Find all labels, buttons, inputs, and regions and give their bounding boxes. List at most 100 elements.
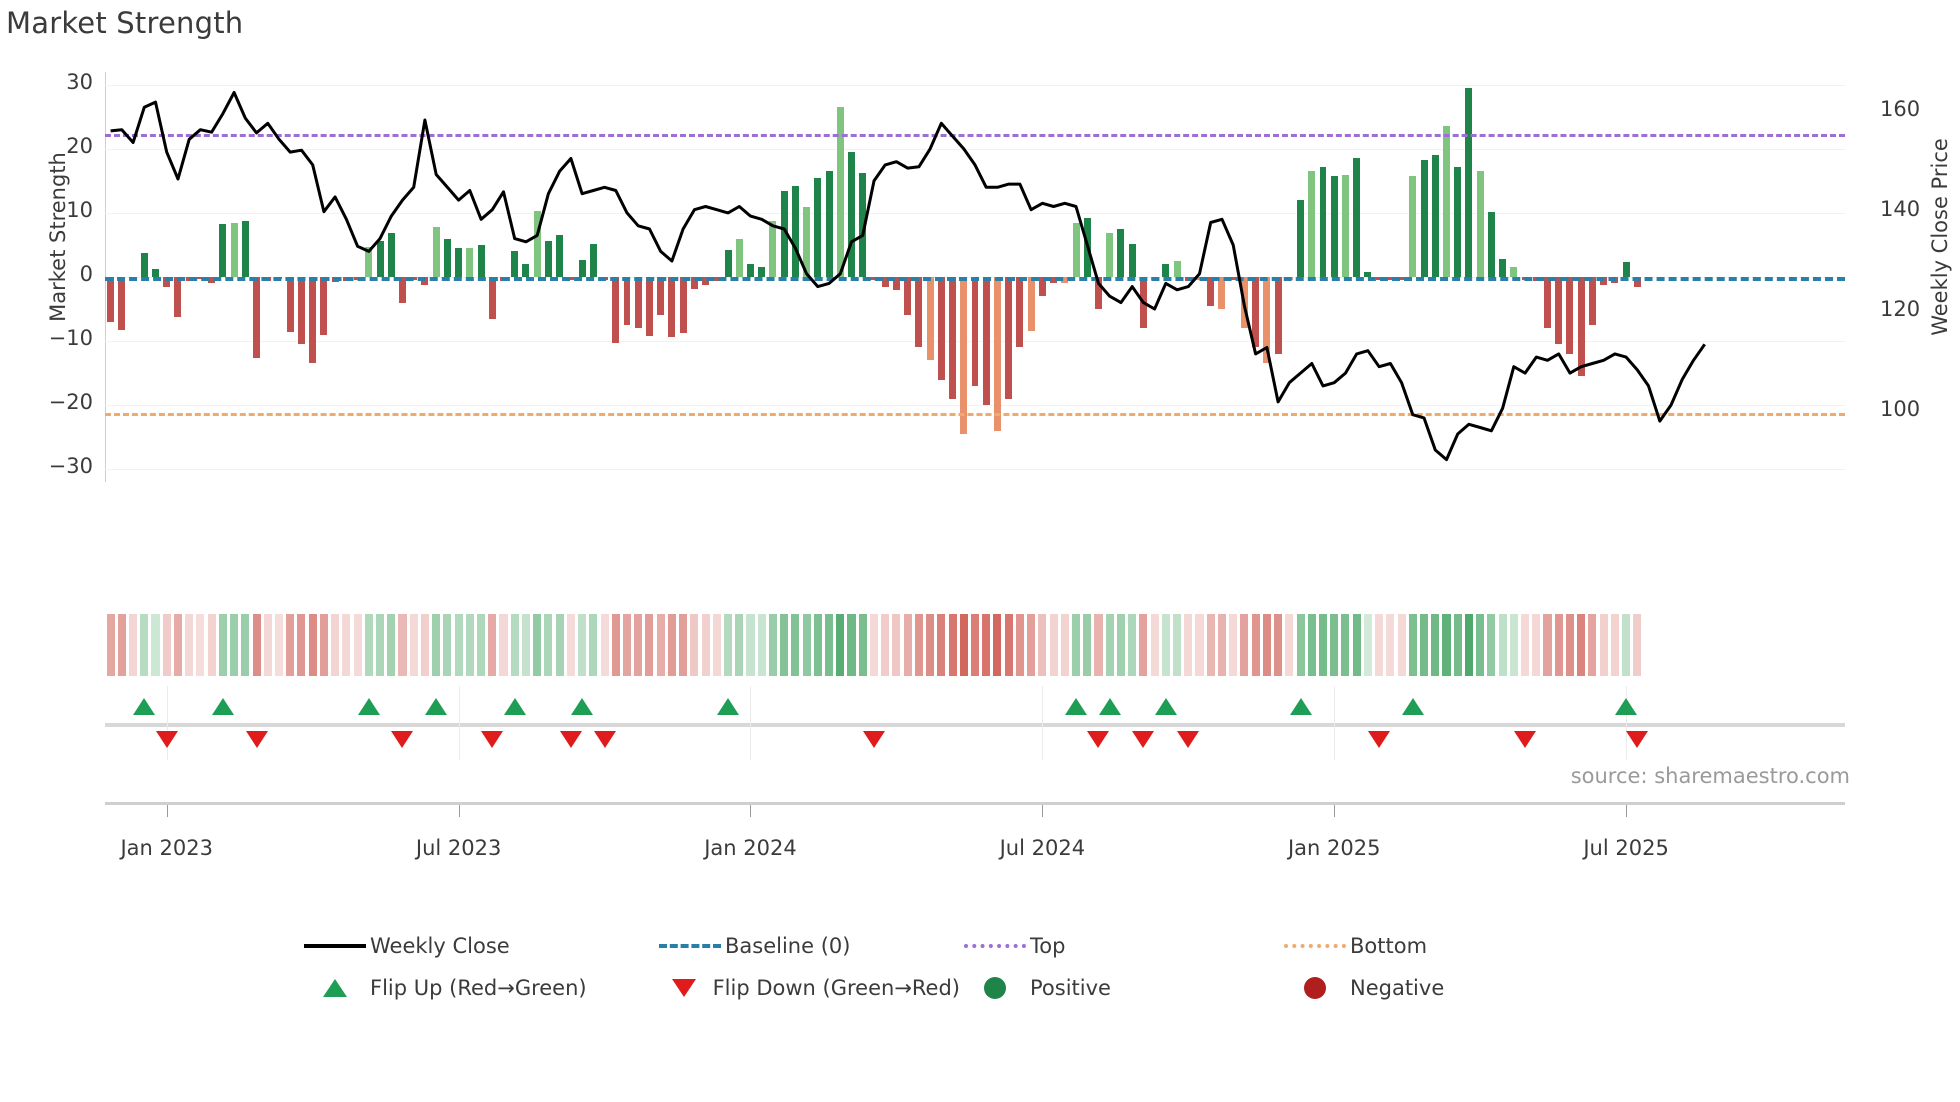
x-tick-label-5: Jul 2025 [1583, 836, 1669, 860]
bar-62 [803, 206, 811, 277]
heat-cell-102 [1251, 614, 1260, 676]
flip-up-marker [425, 698, 448, 715]
heat-cell-23 [364, 614, 373, 676]
legend-key-flip-up [300, 979, 370, 997]
legend-item-flip-up-red-green[interactable]: Flip Up (Red→Green) [300, 976, 655, 1000]
heat-cell-68 [869, 614, 878, 676]
flip-down-marker [1514, 731, 1537, 748]
heat-cell-86 [1071, 614, 1081, 676]
bar-33 [477, 244, 485, 277]
legend-item-top[interactable]: Top [960, 934, 1280, 958]
heat-cell-77 [970, 614, 980, 676]
bar-29 [432, 227, 440, 277]
bar-123 [1487, 211, 1495, 277]
x-tick-label-3: Jul 2024 [999, 836, 1086, 860]
heat-cell-92 [1139, 614, 1148, 676]
heat-cell-135 [1622, 614, 1631, 676]
bar-124 [1499, 259, 1507, 277]
bar-45 [612, 277, 620, 343]
heat-cell-106 [1296, 614, 1305, 676]
heat-cell-18 [308, 614, 317, 676]
top-line-icon [964, 944, 1026, 948]
gridline-0 [105, 84, 1845, 86]
baseline-line-icon [659, 944, 721, 948]
bar-102 [1252, 277, 1260, 348]
heat-cell-7 [185, 614, 194, 676]
bar-4 [152, 269, 159, 277]
heat-cell-29 [432, 614, 441, 676]
flip-down-marker [1368, 731, 1391, 748]
legend-key-positive [960, 977, 1030, 999]
heat-cell-94 [1161, 614, 1170, 676]
heat-cell-41 [566, 614, 575, 676]
heat-cell-5 [162, 614, 171, 676]
bar-95 [1173, 260, 1181, 277]
heat-cell-47 [634, 614, 643, 676]
bar-119 [1443, 126, 1450, 277]
legend-item-baseline-0[interactable]: Baseline (0) [655, 934, 960, 958]
bar-130 [1566, 277, 1574, 354]
bar-39 [544, 241, 552, 277]
heat-cell-14 [263, 614, 272, 676]
bar-110 [1341, 175, 1349, 277]
heat-cell-1 [117, 614, 126, 676]
bar-25 [387, 232, 395, 277]
heat-cell-4 [151, 614, 160, 676]
flip-up-marker [357, 698, 380, 715]
legend-item-bottom[interactable]: Bottom [1280, 934, 1610, 958]
x-tickmark-4 [1334, 805, 1336, 817]
legend-row-1: Weekly Close Baseline (0) Top Bottom [300, 925, 1700, 967]
legend-key-flip-down [655, 979, 713, 997]
bar-74 [937, 277, 945, 380]
heat-cell-101 [1240, 614, 1249, 676]
heat-cell-81 [1015, 614, 1024, 676]
y-axis-left-label: Market Strength [46, 152, 70, 322]
heat-cell-35 [499, 614, 508, 676]
heat-cell-9 [207, 614, 216, 676]
heat-cell-104 [1274, 614, 1283, 676]
legend-item-positive[interactable]: Positive [960, 976, 1280, 1000]
heat-cell-97 [1195, 614, 1204, 676]
heat-cell-117 [1419, 614, 1429, 676]
triangle-up-icon [323, 979, 347, 997]
heat-cell-105 [1285, 614, 1294, 676]
top-reference-line [105, 134, 1845, 138]
heat-cell-56 [735, 614, 744, 676]
bar-52 [690, 277, 698, 290]
heat-cell-12 [241, 614, 250, 676]
flip-vgrid-3 [1042, 686, 1044, 760]
legend-item-weekly-close[interactable]: Weekly Close [300, 934, 655, 958]
chart-legend: Weekly Close Baseline (0) Top Bottom Flip U… [300, 925, 1700, 1009]
legend-item-negative[interactable]: Negative [1280, 976, 1610, 1000]
bar-23 [365, 246, 373, 277]
bar-117 [1420, 160, 1428, 277]
bar-5 [163, 277, 171, 288]
heat-cell-130 [1565, 614, 1574, 676]
legend-label: Flip Up (Red→Green) [370, 976, 587, 1000]
flip-down-marker [1626, 731, 1649, 748]
legend-label: Positive [1030, 976, 1111, 1000]
heat-cell-54 [712, 614, 721, 676]
legend-label: Flip Down (Green→Red) [712, 976, 960, 1000]
flip-up-marker [571, 698, 594, 715]
bar-109 [1330, 175, 1338, 277]
heat-cell-87 [1083, 614, 1092, 676]
x-tick-label-4: Jan 2025 [1287, 836, 1381, 860]
bar-32 [466, 248, 474, 277]
heat-cell-91 [1128, 614, 1137, 676]
flip-up-marker [211, 698, 234, 715]
heat-cell-45 [611, 614, 620, 676]
gridline-1 [105, 148, 1845, 150]
bar-89 [1106, 233, 1114, 277]
legend-item-flip-down-green-red[interactable]: Flip Down (Green→Red) [655, 976, 960, 1000]
price-polyline [110, 91, 1706, 462]
heat-cell-78 [982, 614, 991, 676]
heat-cell-34 [488, 614, 497, 676]
bar-0 [107, 277, 115, 322]
bar-46 [623, 277, 631, 326]
heat-cell-133 [1599, 614, 1608, 676]
bar-112 [1364, 271, 1372, 277]
heat-cell-88 [1094, 614, 1103, 676]
bar-18 [309, 277, 317, 364]
flip-vgrid-0 [166, 686, 168, 760]
